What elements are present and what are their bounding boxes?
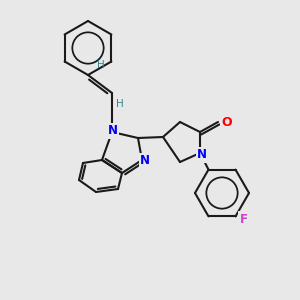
Text: H: H	[97, 60, 105, 70]
Text: O: O	[221, 116, 232, 128]
Text: N: N	[108, 124, 118, 137]
Text: F: F	[239, 213, 247, 226]
Text: N: N	[197, 148, 207, 161]
Text: N: N	[140, 154, 150, 167]
Text: H: H	[116, 99, 124, 109]
